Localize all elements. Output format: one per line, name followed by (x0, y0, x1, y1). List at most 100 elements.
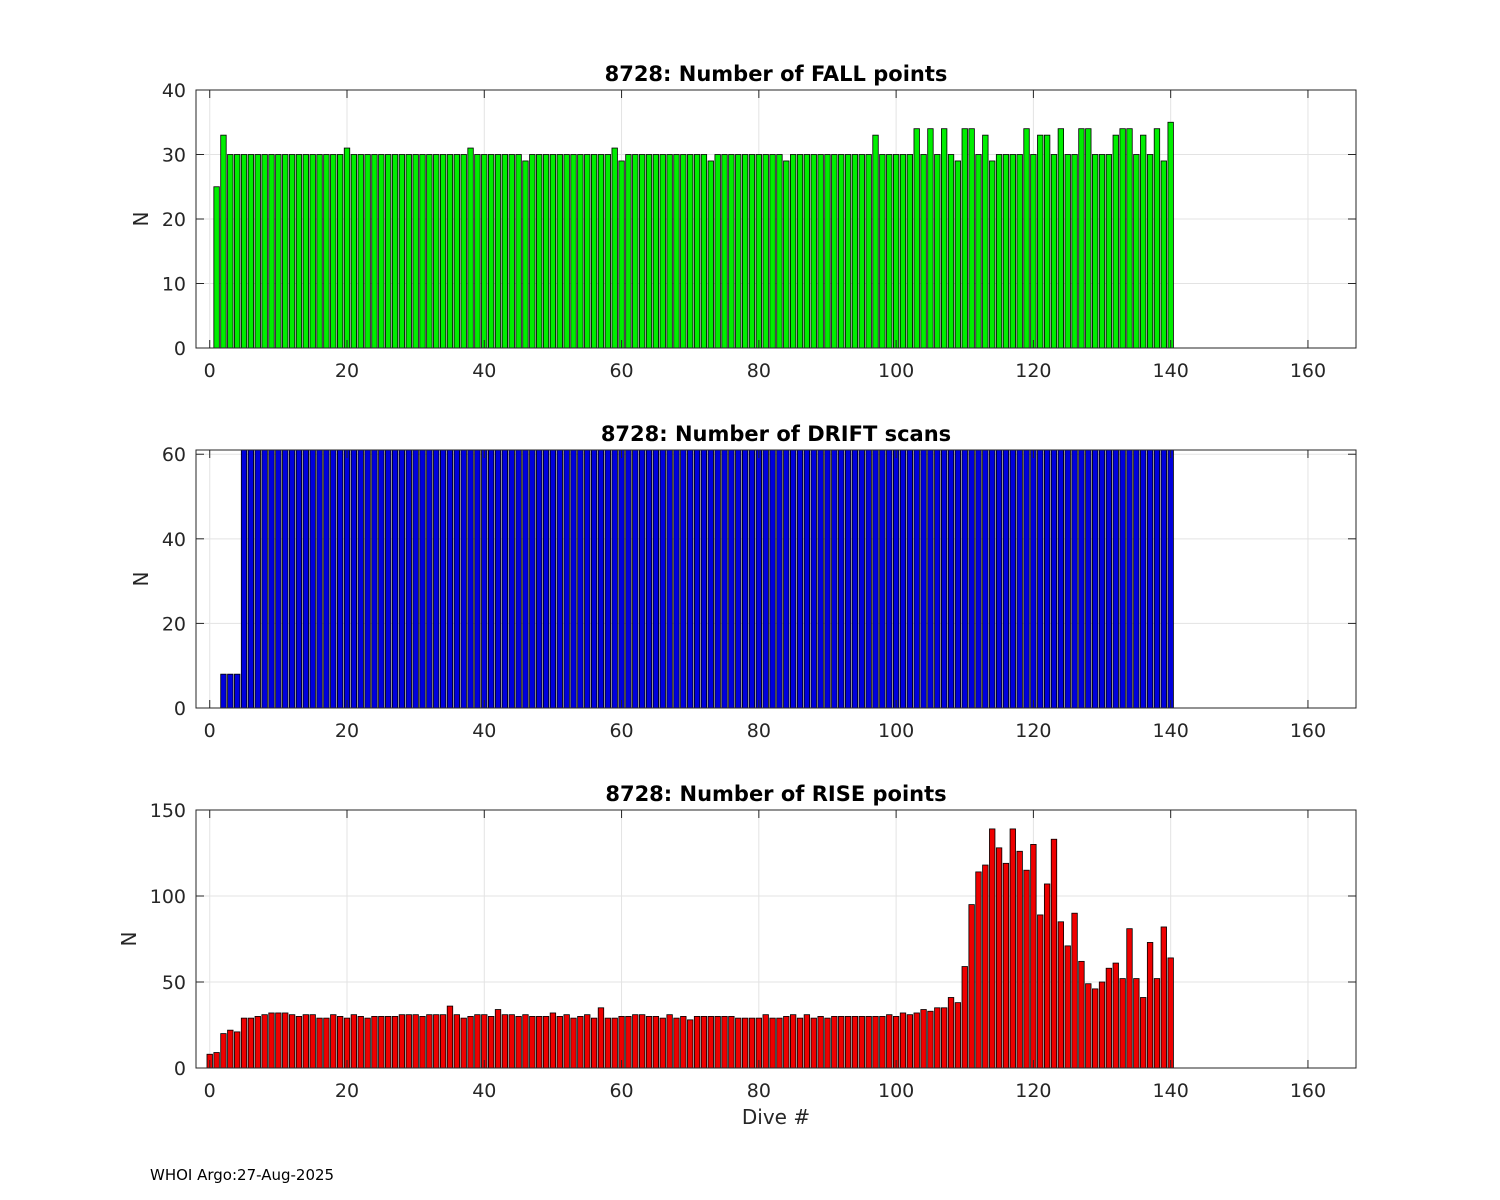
bar (625, 449, 632, 709)
bar (433, 154, 440, 349)
bar (1050, 838, 1058, 1069)
bar (934, 449, 941, 709)
bar (886, 1014, 893, 1069)
chart-fall: 0 20 40 60 80 100 120 140 160 0 10 20 30 40 8728: Numb… (129, 62, 1357, 382)
bar (741, 449, 749, 709)
bar (1030, 844, 1037, 1069)
bar (920, 449, 927, 709)
bar (213, 186, 220, 349)
bar (1043, 134, 1051, 349)
bar (1002, 449, 1010, 709)
bar (687, 154, 694, 349)
bar (721, 449, 728, 709)
bar (975, 871, 982, 1069)
x-tick-label: 0 (204, 1080, 216, 1102)
bar (817, 1016, 824, 1069)
bar (611, 449, 618, 709)
bar (439, 1014, 447, 1069)
bar (433, 449, 440, 709)
bar (474, 1014, 481, 1069)
bar (247, 1017, 255, 1069)
bar (288, 154, 296, 349)
bar (357, 1016, 364, 1069)
bar (268, 449, 275, 709)
bar (886, 449, 893, 709)
bar (542, 1016, 550, 1069)
bar (563, 1014, 570, 1069)
bar (1146, 449, 1154, 709)
bar (323, 154, 330, 349)
x-tick-label: 160 (1290, 720, 1326, 742)
bar (385, 449, 392, 709)
bar (1126, 928, 1133, 1069)
bar (762, 1014, 769, 1069)
bar (707, 160, 714, 349)
bar (625, 154, 632, 349)
bar (714, 449, 721, 709)
bar (446, 449, 454, 709)
bar (1126, 449, 1133, 709)
bar (611, 147, 618, 349)
bar (1064, 449, 1071, 709)
y-axis-label: N (129, 572, 153, 587)
bar (700, 1016, 708, 1069)
bar (707, 1016, 714, 1069)
bar (234, 154, 241, 349)
bar (398, 1014, 406, 1069)
bar (371, 1016, 378, 1069)
bar (1119, 978, 1126, 1069)
bar (1043, 883, 1051, 1069)
bar (1071, 154, 1078, 349)
bar (1160, 160, 1167, 349)
bar (288, 1014, 296, 1069)
bar (632, 449, 639, 709)
bar (316, 1017, 323, 1069)
y-tick-label: 0 (174, 338, 186, 360)
bar (467, 147, 474, 349)
bar (673, 449, 680, 709)
bar (1078, 449, 1085, 709)
bar (426, 1014, 433, 1069)
bar (1085, 128, 1092, 349)
bar (391, 449, 399, 709)
bar (268, 1012, 275, 1069)
bar (892, 154, 900, 349)
bar (494, 154, 502, 349)
bar (275, 1012, 282, 1069)
bar (872, 134, 879, 349)
bar (989, 449, 996, 709)
bar (295, 1016, 303, 1069)
bar (453, 1014, 460, 1069)
bar (810, 154, 817, 349)
bar (1112, 134, 1119, 349)
chart-rise: 0 20 40 60 80 100 120 140 160 0 50 100 150 8728: Numb… (117, 782, 1357, 1129)
bar (1112, 962, 1119, 1069)
bar (741, 1017, 749, 1069)
bar (728, 1016, 735, 1069)
bar (714, 154, 721, 349)
bar (240, 1017, 248, 1069)
bar (254, 154, 261, 349)
bar (1037, 914, 1044, 1069)
bar (796, 449, 804, 709)
bar (1140, 449, 1147, 709)
bar (995, 449, 1003, 709)
bar (618, 449, 625, 709)
x-tick-label: 40 (472, 1080, 496, 1102)
bar (302, 154, 309, 349)
bar (336, 1016, 344, 1069)
x-tick-label: 40 (472, 360, 496, 382)
bar (1167, 449, 1174, 709)
bar (357, 154, 364, 349)
bar (529, 154, 536, 349)
bar (899, 154, 907, 349)
bar (995, 154, 1003, 349)
bar (1002, 154, 1010, 349)
x-tick-label: 60 (609, 360, 633, 382)
bar (886, 154, 893, 349)
bar (1112, 449, 1119, 709)
bar (920, 154, 927, 349)
bar (481, 154, 488, 349)
bar (1153, 128, 1161, 349)
bar (879, 154, 886, 349)
